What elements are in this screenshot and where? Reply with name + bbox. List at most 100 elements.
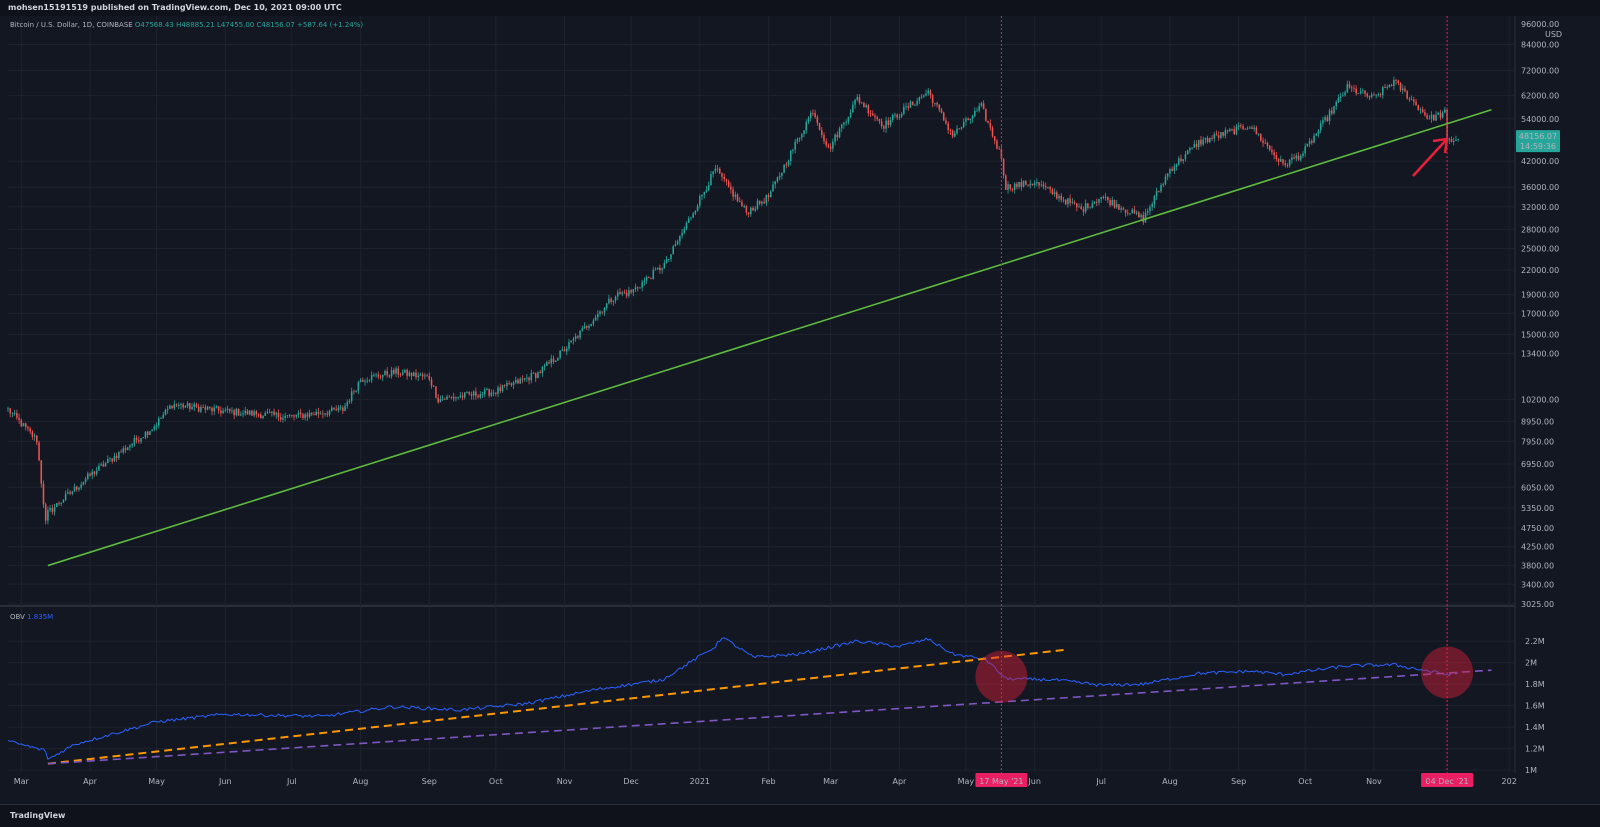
candle-body <box>1299 156 1302 160</box>
candle-body <box>654 269 657 271</box>
candle-body <box>138 440 140 442</box>
candle-body <box>477 395 479 398</box>
candle-body <box>923 95 925 97</box>
candle-body <box>277 412 280 418</box>
candle-body <box>1002 158 1005 176</box>
candle-body <box>1370 94 1373 98</box>
candle-body <box>796 139 799 142</box>
candle-body <box>291 415 293 416</box>
candle-body <box>816 117 819 123</box>
chart[interactable]: 17 May '21 04 Dec '21 84000.00 72000.00 620… <box>0 16 1600 804</box>
candle-body <box>120 451 122 453</box>
candle-body <box>1282 159 1284 164</box>
candle-body <box>579 330 581 338</box>
candle-body <box>1138 212 1140 218</box>
candle-body <box>1098 199 1100 203</box>
candle-body <box>938 104 941 110</box>
candle-body <box>880 121 883 127</box>
candle-body <box>1095 201 1098 203</box>
candle-body <box>900 113 903 117</box>
candle-body <box>1295 155 1298 159</box>
candle-body <box>719 168 721 174</box>
candle-body <box>432 385 435 387</box>
candle-body <box>51 508 54 512</box>
candle-body <box>82 482 85 485</box>
candle-body <box>126 447 129 451</box>
candle-body <box>1164 176 1167 185</box>
candle-body <box>583 326 586 329</box>
candle-body <box>146 431 149 436</box>
candle-body <box>1082 208 1085 212</box>
publisher-line: mohsen15191519 published on TradingView.… <box>8 3 342 12</box>
time-tick-label: Aug <box>353 777 369 786</box>
candle-body <box>1122 208 1125 210</box>
candle-body <box>1457 139 1459 141</box>
candle-body <box>1355 88 1357 94</box>
candle-body <box>809 112 812 118</box>
candle-body <box>523 378 526 380</box>
candle-body <box>1397 80 1400 83</box>
candle-body <box>1131 209 1133 214</box>
candle-body <box>368 380 371 382</box>
candle-body <box>173 404 176 409</box>
candle-body <box>31 431 34 437</box>
candle-body <box>1401 88 1404 91</box>
candle-body <box>574 336 577 339</box>
candle-body <box>313 414 315 416</box>
candle-body <box>113 455 116 462</box>
candle-body <box>1235 126 1238 135</box>
price-tick-label: 7950.00 <box>1521 437 1554 446</box>
candle-body <box>366 380 368 382</box>
candle-body <box>1186 150 1189 155</box>
candle-body <box>663 263 666 269</box>
time-tick-label: Nov <box>557 777 573 786</box>
candle-body <box>1435 114 1437 121</box>
candle-body <box>982 103 985 109</box>
candle-body <box>1441 112 1444 118</box>
candle-body <box>650 277 652 279</box>
price-tick-label: 54000.00 <box>1521 115 1559 124</box>
candle-body <box>785 164 788 166</box>
candle-body <box>741 201 743 207</box>
candle-body <box>550 358 553 364</box>
candle-body <box>164 409 167 415</box>
candle-body <box>1342 95 1344 97</box>
candle-body <box>1417 105 1420 111</box>
candle-body <box>699 196 701 206</box>
candle-body <box>840 124 843 129</box>
candle-body <box>1089 207 1091 209</box>
tradingview-logo: TradingView <box>10 811 66 820</box>
candle-body <box>1038 182 1040 186</box>
candle-body <box>56 503 58 508</box>
candle-body <box>971 116 974 119</box>
candle-body <box>889 119 892 126</box>
candle-body <box>597 313 599 318</box>
candle-body <box>692 213 694 218</box>
time-tick-label: Mar <box>823 777 839 786</box>
candle-body <box>457 397 459 398</box>
candle-body <box>503 385 506 386</box>
candle-body <box>623 292 626 294</box>
candle-body <box>1127 212 1129 214</box>
countdown-timer: 14:59:36 <box>1520 142 1556 151</box>
candle-body <box>226 408 229 411</box>
candle-body <box>712 171 714 175</box>
candle-body <box>262 415 264 418</box>
candle-body <box>1025 180 1027 185</box>
time-tick-label: Feb <box>761 777 775 786</box>
candle-body <box>162 414 164 419</box>
candle-body <box>18 417 20 421</box>
candle-body <box>894 114 896 116</box>
candle-body <box>732 189 734 197</box>
candle-body <box>495 392 497 394</box>
candle-body <box>397 368 400 375</box>
candle-body <box>479 394 482 398</box>
candle-body <box>253 411 255 416</box>
obv-tick-label: 1.2M <box>1525 745 1545 754</box>
candle-body <box>896 114 898 118</box>
candle-body <box>1386 87 1388 89</box>
candle-body <box>109 458 111 460</box>
candle-body <box>175 404 178 406</box>
candle-body <box>62 499 65 503</box>
candle-body <box>506 382 508 386</box>
